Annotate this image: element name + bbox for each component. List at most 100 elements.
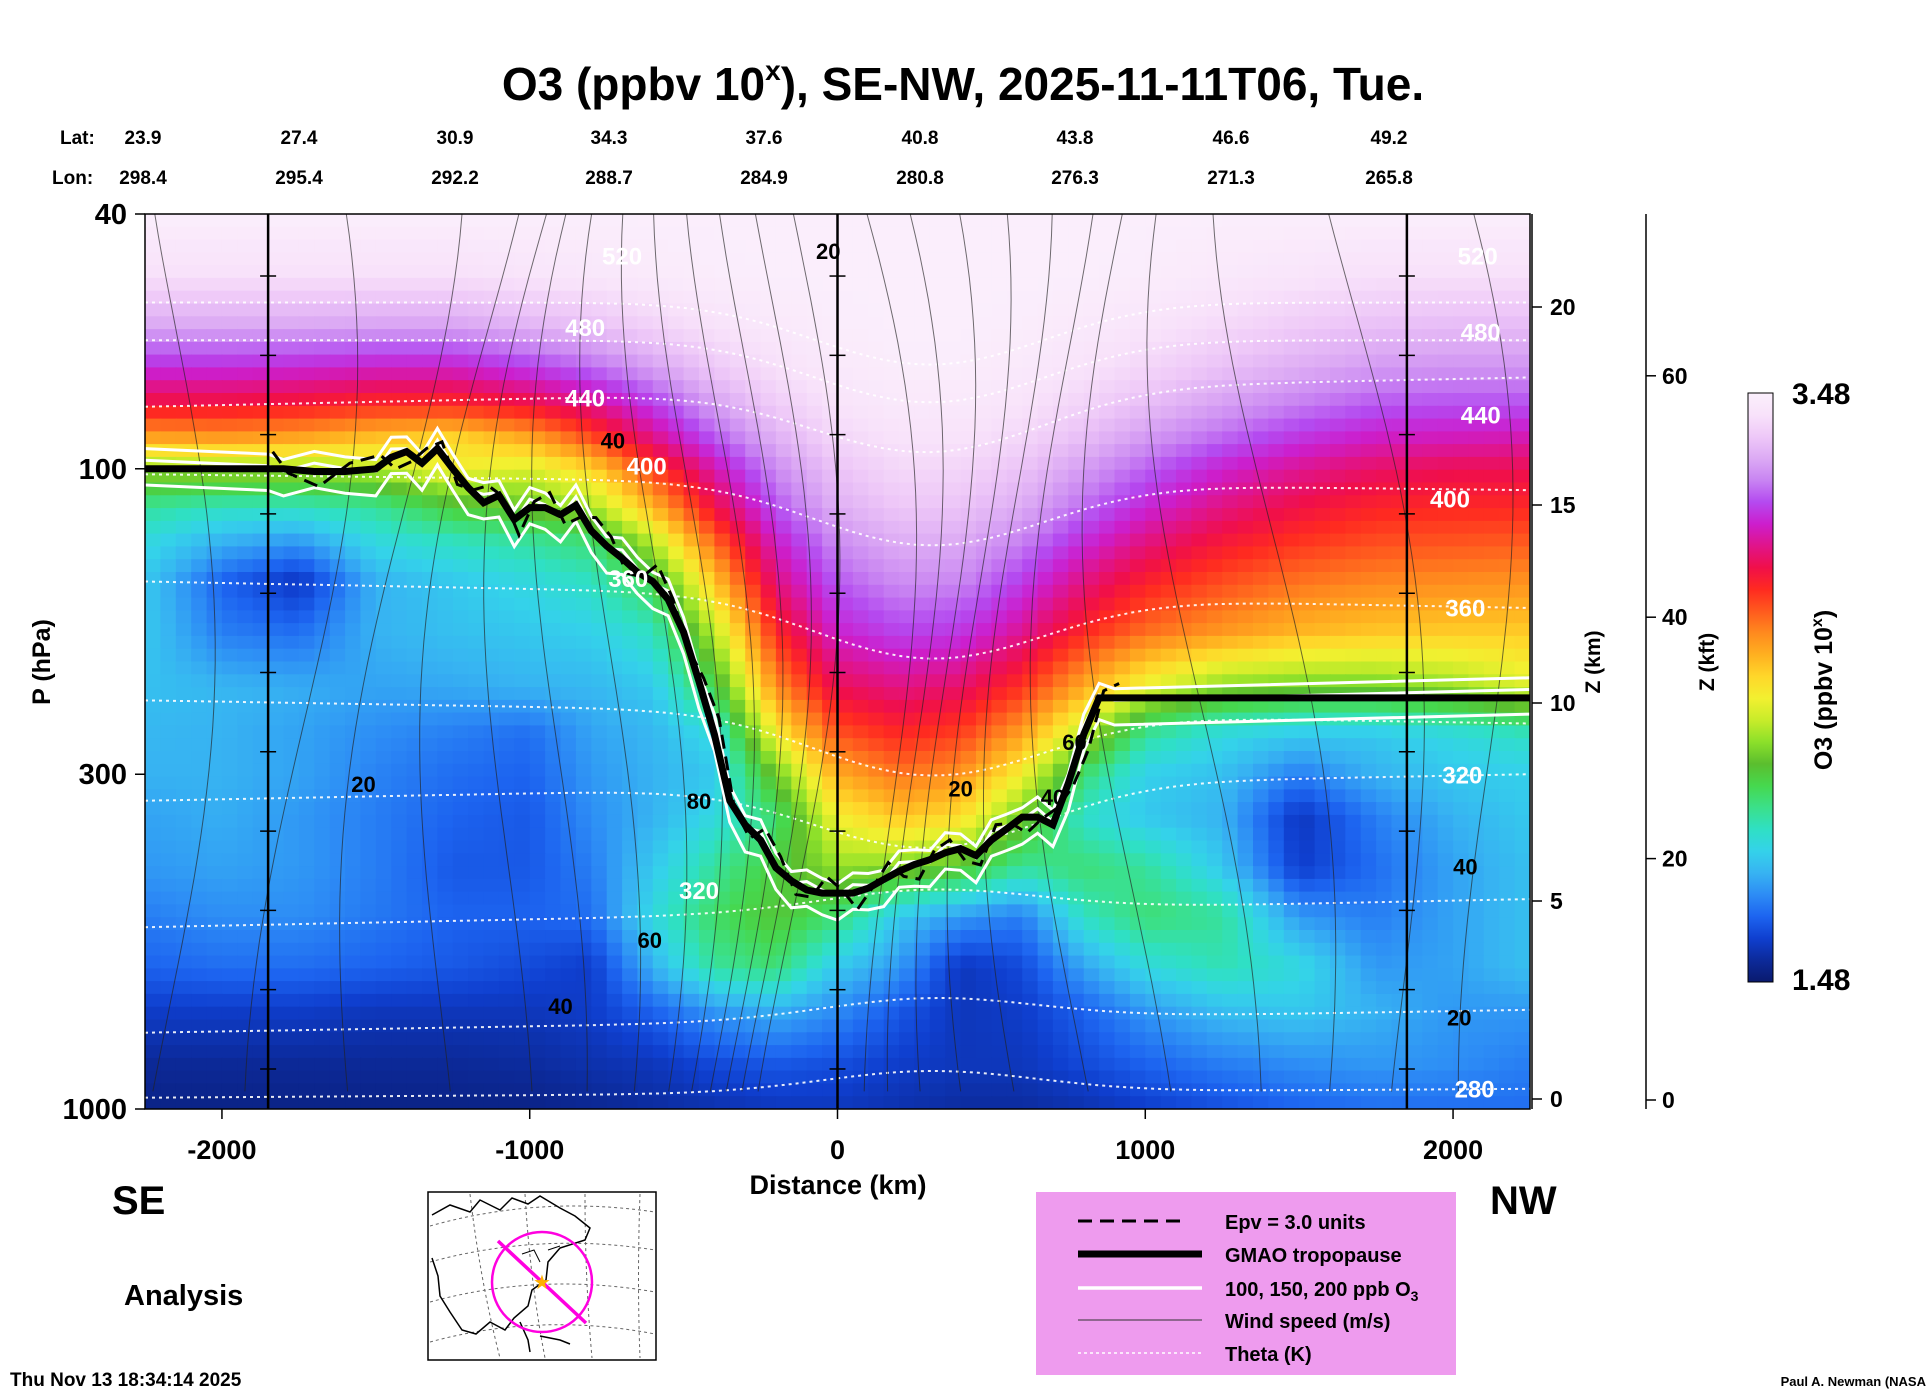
o3-cell bbox=[791, 354, 808, 369]
o3-cell bbox=[1006, 456, 1023, 471]
o3-cell bbox=[237, 277, 254, 292]
o3-cell bbox=[1391, 751, 1408, 765]
o3-cell bbox=[175, 316, 192, 330]
o3-cell bbox=[899, 763, 916, 778]
o3-cell bbox=[175, 776, 192, 791]
o3-cell bbox=[1391, 597, 1408, 612]
o3-cell bbox=[622, 648, 639, 663]
o3-cell bbox=[852, 252, 870, 266]
o3-cell bbox=[452, 623, 469, 637]
o3-cell bbox=[652, 712, 669, 727]
o3-cell bbox=[252, 597, 269, 612]
o3-cell bbox=[760, 367, 777, 381]
o3-cell bbox=[406, 878, 423, 893]
o3-cell bbox=[545, 814, 562, 829]
o3-cell bbox=[529, 802, 546, 816]
o3-cell bbox=[221, 380, 239, 394]
o3-cell bbox=[560, 776, 577, 791]
o3-cell bbox=[575, 699, 593, 714]
o3-cell bbox=[1437, 354, 1454, 369]
o3-cell bbox=[1329, 444, 1347, 458]
o3-cell bbox=[1360, 495, 1377, 509]
o3-cell bbox=[868, 699, 885, 714]
o3-cell bbox=[437, 866, 454, 880]
o3-cell bbox=[1268, 533, 1285, 548]
o3-cell bbox=[1253, 648, 1270, 663]
o3-cell bbox=[1329, 674, 1347, 688]
o3-cell bbox=[1453, 316, 1470, 330]
o3-cell bbox=[1329, 635, 1347, 650]
o3-cell bbox=[1283, 814, 1300, 829]
o3-cell bbox=[591, 584, 608, 599]
o3-cell bbox=[268, 814, 285, 829]
o3-cell bbox=[1406, 214, 1424, 228]
o3-cell bbox=[1114, 763, 1131, 778]
o3-cell bbox=[606, 226, 623, 241]
o3-cell bbox=[791, 239, 808, 254]
o3-cell bbox=[1022, 610, 1039, 624]
o3-cell bbox=[945, 904, 962, 918]
o3-cell bbox=[1052, 687, 1070, 701]
o3-cell bbox=[1145, 380, 1162, 394]
o3-cell bbox=[283, 380, 300, 394]
o3-cell bbox=[1176, 316, 1193, 330]
o3-cell bbox=[683, 469, 700, 484]
o3-cell bbox=[1176, 559, 1193, 573]
o3-cell bbox=[1083, 252, 1100, 266]
o3-cell bbox=[1437, 405, 1454, 420]
o3-cell bbox=[452, 226, 469, 241]
o3-cell bbox=[514, 265, 531, 279]
o3-cell bbox=[483, 277, 500, 292]
o3-cell bbox=[699, 904, 716, 918]
o3-cell bbox=[268, 635, 285, 650]
o3-cell bbox=[1083, 418, 1100, 433]
o3-cell bbox=[345, 405, 362, 420]
o3-cell bbox=[1191, 520, 1208, 535]
o3-cell bbox=[1037, 354, 1054, 369]
o3-cell bbox=[606, 341, 623, 356]
o3-cell bbox=[406, 380, 423, 394]
o3-cell bbox=[960, 763, 977, 778]
o3-cell bbox=[668, 789, 685, 803]
o3-cell bbox=[1360, 303, 1377, 318]
o3-cell bbox=[729, 725, 746, 739]
o3-cell bbox=[960, 802, 977, 816]
o3-cell bbox=[806, 431, 823, 445]
o3-cell bbox=[221, 520, 239, 535]
o3-cell bbox=[1160, 393, 1177, 407]
o3-cell bbox=[221, 495, 239, 509]
o3-cell bbox=[1099, 891, 1116, 906]
o3-cell bbox=[914, 405, 931, 420]
o3-cell bbox=[1052, 277, 1070, 292]
o3-cell bbox=[1160, 674, 1177, 688]
o3-cell bbox=[283, 674, 300, 688]
o3-cell bbox=[483, 840, 500, 855]
o3-cell bbox=[406, 648, 423, 663]
o3-cell bbox=[1299, 559, 1316, 573]
o3-cell bbox=[1206, 751, 1223, 765]
o3-cell bbox=[360, 252, 377, 266]
o3-cell bbox=[252, 354, 269, 369]
o3-cell bbox=[683, 431, 700, 445]
o3-cell bbox=[1068, 546, 1085, 560]
o3-cell bbox=[1129, 367, 1147, 381]
o3-cell bbox=[729, 763, 746, 778]
o3-cell bbox=[1052, 214, 1070, 228]
o3-cell bbox=[791, 840, 808, 855]
o3-cell bbox=[1222, 520, 1239, 535]
o3-cell bbox=[560, 482, 577, 497]
o3-cell bbox=[1253, 469, 1270, 484]
o3-cell bbox=[606, 623, 623, 637]
o3-cell bbox=[1083, 904, 1100, 918]
o3-cell bbox=[606, 393, 623, 407]
o3-cell bbox=[1222, 341, 1239, 356]
o3-cell bbox=[437, 751, 454, 765]
o3-cell bbox=[591, 303, 608, 318]
o3-cell bbox=[175, 751, 192, 765]
o3-cell bbox=[991, 456, 1008, 471]
o3-cell bbox=[1406, 597, 1424, 612]
o3-cell bbox=[1483, 904, 1500, 918]
o3-cell bbox=[252, 712, 269, 727]
o3-cell bbox=[360, 725, 377, 739]
o3-cell bbox=[1022, 776, 1039, 791]
